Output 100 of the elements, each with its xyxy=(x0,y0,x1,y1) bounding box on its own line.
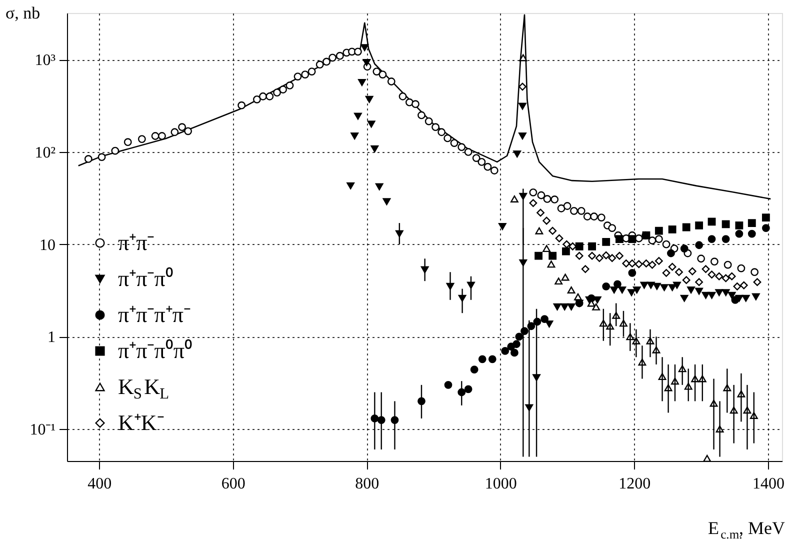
point xyxy=(548,226,557,235)
point xyxy=(560,303,569,310)
legend-label: K⁺K⁻ xyxy=(118,410,164,435)
point xyxy=(708,270,716,279)
point xyxy=(519,54,528,62)
point xyxy=(715,289,724,296)
point xyxy=(542,245,551,252)
point xyxy=(622,260,630,268)
point xyxy=(646,282,655,289)
point xyxy=(382,198,391,206)
point xyxy=(588,242,596,250)
point xyxy=(668,262,676,271)
point xyxy=(510,348,518,357)
point xyxy=(722,289,730,296)
point xyxy=(654,257,663,265)
point xyxy=(608,254,616,262)
point xyxy=(632,286,641,294)
point xyxy=(527,322,536,330)
point xyxy=(545,320,554,328)
point xyxy=(748,230,756,238)
point xyxy=(668,284,676,292)
x-tick-label: 800 xyxy=(355,476,380,492)
point xyxy=(688,267,696,276)
point xyxy=(680,294,688,302)
point xyxy=(350,132,359,140)
point xyxy=(534,252,542,260)
point xyxy=(536,208,544,217)
point xyxy=(715,272,724,280)
point xyxy=(628,289,636,296)
point xyxy=(470,366,478,374)
point xyxy=(682,276,690,284)
point xyxy=(728,272,736,280)
point xyxy=(592,303,600,310)
point xyxy=(512,340,520,348)
x-tick-label: 1000 xyxy=(484,476,517,492)
point xyxy=(740,281,748,290)
point xyxy=(575,242,584,250)
y-tick-label: 10⁻¹ xyxy=(30,421,56,438)
point xyxy=(628,268,636,277)
point xyxy=(520,327,528,335)
point xyxy=(742,294,750,302)
point xyxy=(553,303,562,310)
y-tick-label: 10³ xyxy=(34,52,56,70)
x-tick-label: 1400 xyxy=(752,476,784,492)
point xyxy=(662,268,670,277)
point xyxy=(518,102,526,110)
point xyxy=(562,247,570,256)
y-tick-label: 10² xyxy=(34,144,56,162)
point xyxy=(581,265,590,273)
point xyxy=(728,292,736,299)
point xyxy=(702,265,710,273)
point xyxy=(535,227,544,234)
point xyxy=(652,282,661,290)
point xyxy=(498,222,506,230)
point xyxy=(529,199,538,207)
point xyxy=(375,183,384,190)
point xyxy=(365,96,374,103)
legend-label: π⁺π⁻π⁰ xyxy=(118,266,174,291)
point xyxy=(634,260,643,268)
point xyxy=(547,260,556,268)
point xyxy=(518,82,526,91)
point xyxy=(673,282,681,289)
point xyxy=(515,332,524,341)
point xyxy=(464,385,472,394)
point xyxy=(602,251,610,260)
point xyxy=(478,355,486,364)
point xyxy=(733,282,742,290)
point xyxy=(616,235,624,244)
point xyxy=(555,234,564,242)
y-tick-label: 10 xyxy=(40,236,56,254)
point xyxy=(708,235,716,244)
point xyxy=(708,292,716,299)
point xyxy=(362,59,371,66)
point xyxy=(501,347,510,355)
y-tick-label: 1 xyxy=(48,329,56,346)
point xyxy=(602,238,610,246)
point xyxy=(488,355,496,364)
point xyxy=(731,296,740,304)
point xyxy=(444,380,452,389)
point xyxy=(588,252,596,260)
point xyxy=(722,220,730,228)
point xyxy=(654,226,663,235)
point xyxy=(668,225,676,234)
point xyxy=(628,235,636,244)
point xyxy=(554,278,563,285)
point xyxy=(675,268,683,276)
point xyxy=(358,79,366,86)
point xyxy=(722,235,730,244)
point xyxy=(642,260,650,268)
point xyxy=(510,195,518,202)
x-tick-label: 600 xyxy=(221,476,246,492)
point xyxy=(628,260,636,268)
point xyxy=(548,252,557,260)
point xyxy=(648,260,656,269)
point xyxy=(695,288,704,295)
point xyxy=(602,282,610,290)
point xyxy=(735,230,744,238)
point xyxy=(695,241,704,250)
point xyxy=(610,286,618,294)
point xyxy=(667,249,675,258)
